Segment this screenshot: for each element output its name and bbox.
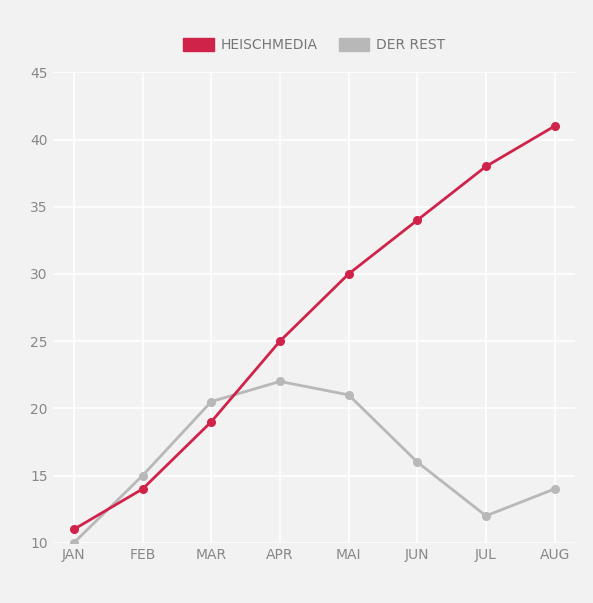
Legend: HEISCHMEDIA, DER REST: HEISCHMEDIA, DER REST xyxy=(178,33,451,58)
